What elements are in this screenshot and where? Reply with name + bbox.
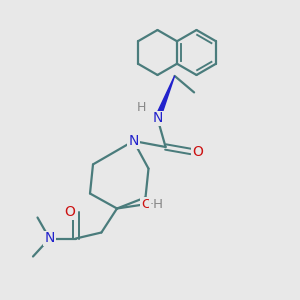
Text: O: O <box>192 145 203 158</box>
Text: N: N <box>44 232 55 245</box>
Polygon shape <box>155 76 175 119</box>
Text: ·H: ·H <box>150 198 164 212</box>
Text: O: O <box>141 198 152 212</box>
Text: O: O <box>64 205 75 219</box>
Text: H: H <box>137 100 147 114</box>
Text: N: N <box>128 134 139 148</box>
Text: N: N <box>152 112 163 125</box>
